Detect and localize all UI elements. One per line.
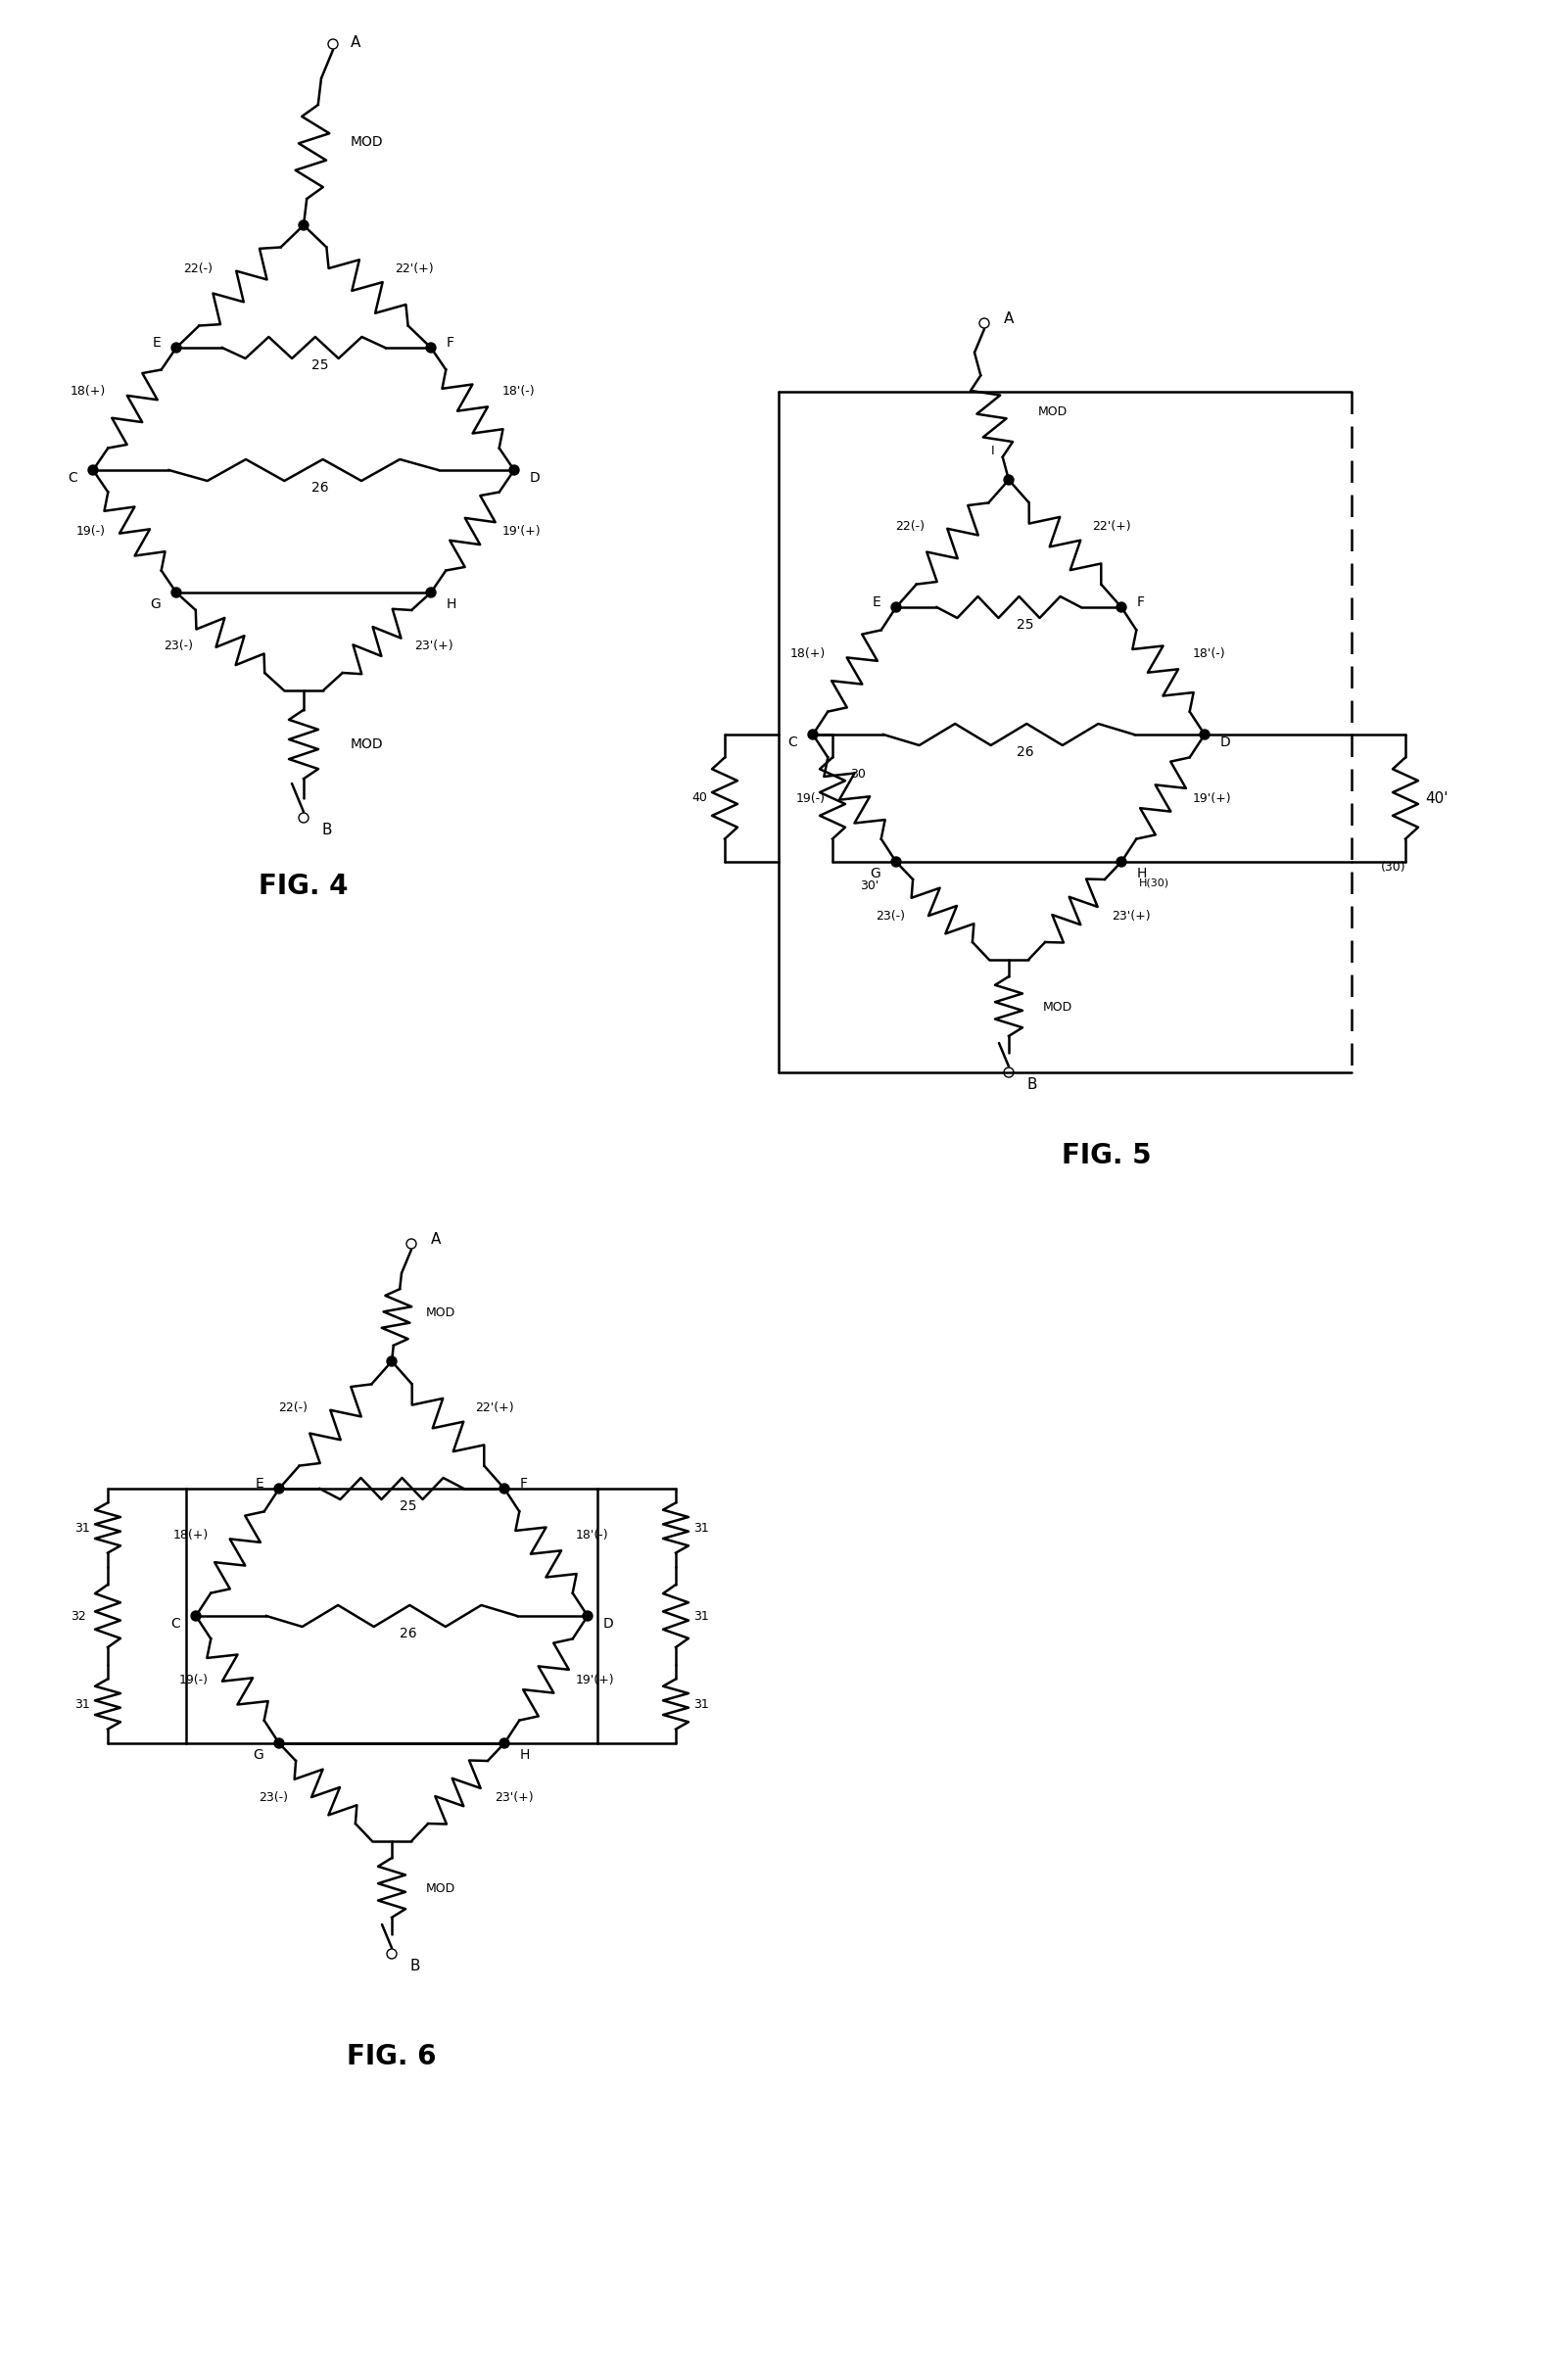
Text: A: A <box>431 1233 441 1248</box>
Circle shape <box>1116 602 1126 612</box>
Text: 31: 31 <box>693 1520 709 1535</box>
Text: D: D <box>604 1618 613 1630</box>
Text: 22'(+): 22'(+) <box>1093 519 1132 531</box>
Text: 18(+): 18(+) <box>790 648 825 659</box>
Text: 23'(+): 23'(+) <box>414 640 453 652</box>
Text: A: A <box>351 36 361 50</box>
Text: 22(-): 22(-) <box>279 1402 307 1414</box>
Circle shape <box>1004 474 1013 484</box>
Text: 25: 25 <box>312 358 329 372</box>
Text: 26: 26 <box>400 1627 417 1641</box>
Text: H: H <box>521 1748 530 1762</box>
Text: MOD: MOD <box>426 1307 456 1319</box>
Text: I: I <box>991 444 994 458</box>
Text: H: H <box>1137 866 1148 880</box>
Text: 18'(-): 18'(-) <box>575 1528 608 1542</box>
Circle shape <box>299 221 309 230</box>
Circle shape <box>191 1611 201 1620</box>
Text: MOD: MOD <box>1043 1001 1073 1013</box>
Text: H: H <box>447 598 456 612</box>
Text: A: A <box>1004 313 1014 327</box>
Text: 18(+): 18(+) <box>172 1528 209 1542</box>
Circle shape <box>500 1739 510 1748</box>
Text: MOD: MOD <box>1038 406 1068 417</box>
Text: 19(-): 19(-) <box>795 792 825 804</box>
Text: G: G <box>870 866 881 880</box>
Text: H(30): H(30) <box>1138 878 1170 887</box>
Text: 31: 31 <box>693 1698 709 1710</box>
Text: C: C <box>171 1618 180 1630</box>
Circle shape <box>500 1485 510 1494</box>
Text: MOD: MOD <box>426 1881 456 1895</box>
Circle shape <box>583 1611 593 1620</box>
Text: 31: 31 <box>693 1611 709 1622</box>
Text: 40': 40' <box>1425 790 1447 806</box>
Text: FIG. 5: FIG. 5 <box>1062 1141 1151 1169</box>
Text: 22'(+): 22'(+) <box>395 263 433 275</box>
Text: E: E <box>872 595 881 610</box>
Circle shape <box>171 344 182 353</box>
Text: 22(-): 22(-) <box>183 263 213 275</box>
Text: 40: 40 <box>691 792 707 804</box>
Text: FIG. 6: FIG. 6 <box>347 2042 436 2071</box>
Text: B: B <box>409 1959 420 1974</box>
Text: 31: 31 <box>75 1520 89 1535</box>
Text: C: C <box>67 472 77 484</box>
Text: 18(+): 18(+) <box>71 384 105 398</box>
Text: MOD: MOD <box>351 135 384 149</box>
Circle shape <box>387 1357 397 1366</box>
Text: C: C <box>787 735 797 750</box>
Text: 18'(-): 18'(-) <box>1192 648 1225 659</box>
Circle shape <box>274 1739 284 1748</box>
Circle shape <box>808 731 818 740</box>
Text: (30): (30) <box>1381 861 1406 873</box>
Text: 19'(+): 19'(+) <box>575 1672 615 1686</box>
Text: 22(-): 22(-) <box>895 519 925 531</box>
Text: G: G <box>252 1748 263 1762</box>
Text: B: B <box>321 823 331 837</box>
Text: 23'(+): 23'(+) <box>1112 908 1151 923</box>
Text: 18'(-): 18'(-) <box>502 384 535 398</box>
Circle shape <box>891 856 902 866</box>
Circle shape <box>891 602 902 612</box>
Text: 23(-): 23(-) <box>259 1791 289 1803</box>
Circle shape <box>88 465 97 474</box>
Circle shape <box>426 588 436 598</box>
Text: E: E <box>152 337 160 349</box>
Text: 32: 32 <box>71 1611 86 1622</box>
Text: MOD: MOD <box>351 738 384 752</box>
Circle shape <box>510 465 519 474</box>
Text: 23'(+): 23'(+) <box>495 1791 533 1803</box>
Text: G: G <box>151 598 160 612</box>
Text: 25: 25 <box>400 1499 417 1513</box>
Text: 23(-): 23(-) <box>877 908 905 923</box>
Text: 30': 30' <box>859 880 878 892</box>
Circle shape <box>171 588 182 598</box>
Circle shape <box>274 1485 284 1494</box>
Text: D: D <box>530 472 541 484</box>
Text: 31: 31 <box>75 1698 89 1710</box>
Circle shape <box>1116 856 1126 866</box>
Text: 19'(+): 19'(+) <box>502 524 541 538</box>
Text: 19'(+): 19'(+) <box>1192 792 1231 804</box>
Text: D: D <box>1220 735 1231 750</box>
Text: 23(-): 23(-) <box>163 640 193 652</box>
Text: 19(-): 19(-) <box>75 524 105 538</box>
Text: F: F <box>521 1478 528 1490</box>
Text: 22'(+): 22'(+) <box>475 1402 514 1414</box>
Text: F: F <box>447 337 455 349</box>
Text: E: E <box>256 1478 263 1490</box>
Text: FIG. 4: FIG. 4 <box>259 873 348 899</box>
Text: F: F <box>1137 595 1145 610</box>
Text: 25: 25 <box>1016 619 1033 631</box>
Text: 26: 26 <box>312 482 329 496</box>
Text: 26: 26 <box>1016 745 1033 759</box>
Circle shape <box>426 344 436 353</box>
Text: 19(-): 19(-) <box>179 1672 209 1686</box>
Circle shape <box>1200 731 1209 740</box>
Text: B: B <box>1027 1077 1036 1091</box>
Text: 30: 30 <box>850 766 866 780</box>
